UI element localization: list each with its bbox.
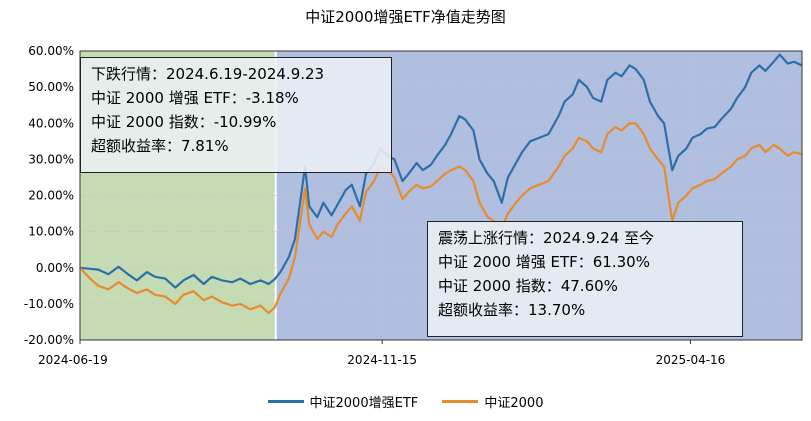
y-tick-label: 20.00% xyxy=(28,189,74,203)
chart-title: 中证2000增强ETF净值走势图 xyxy=(305,8,506,26)
series-line-index xyxy=(79,122,803,314)
y-tick-label: 40.00% xyxy=(28,116,74,130)
series-line-etf xyxy=(79,53,803,289)
legend-label: 中证2000 xyxy=(484,396,544,411)
downtrend-info-box: 下跌行情：2024.6.19-2024.9.23 中证 2000 增强 ETF：… xyxy=(80,57,392,173)
legend-item-etf: 中证2000增强ETF xyxy=(267,392,419,411)
annotation-line: 下跌行情：2024.6.19-2024.9.23 xyxy=(91,65,325,83)
legend: 中证2000增强ETF 中证2000 xyxy=(0,392,811,411)
annotation-line: 超额收益率：13.70% xyxy=(438,301,586,319)
y-tick-label: 10.00% xyxy=(28,225,74,239)
legend-item-index: 中证2000 xyxy=(442,392,543,411)
y-tick-label: -10.00% xyxy=(24,297,74,311)
annotation-line: 中证 2000 增强 ETF：-3.18% xyxy=(91,89,299,107)
plot-frame xyxy=(79,50,803,341)
y-tick-label: 50.00% xyxy=(28,80,74,94)
x-tick-label: 2024-11-15 xyxy=(347,353,417,367)
uptrend-info-box: 震荡上涨行情：2024.9.24 至今 中证 2000 增强 ETF：61.30… xyxy=(427,221,743,337)
y-tick-label: -20.00% xyxy=(24,333,74,347)
annotation-line: 中证 2000 指数：-10.99% xyxy=(91,113,277,131)
y-tick-label: 60.00% xyxy=(28,44,74,58)
y-tick-label: 30.00% xyxy=(28,152,74,166)
x-tick-label: 2024-06-19 xyxy=(38,353,108,367)
legend-label: 中证2000增强ETF xyxy=(309,396,419,411)
annotation-line: 中证 2000 增强 ETF：61.30% xyxy=(438,253,650,271)
legend-swatch xyxy=(442,400,479,403)
y-tick-label: 0.00% xyxy=(36,261,74,275)
x-tick-label: 2025-04-16 xyxy=(656,353,726,367)
annotation-line: 震荡上涨行情：2024.9.24 至今 xyxy=(438,229,655,247)
annotation-line: 超额收益率：7.81% xyxy=(91,137,229,155)
annotation-line: 中证 2000 指数：47.60% xyxy=(438,277,618,295)
legend-swatch xyxy=(267,400,304,403)
